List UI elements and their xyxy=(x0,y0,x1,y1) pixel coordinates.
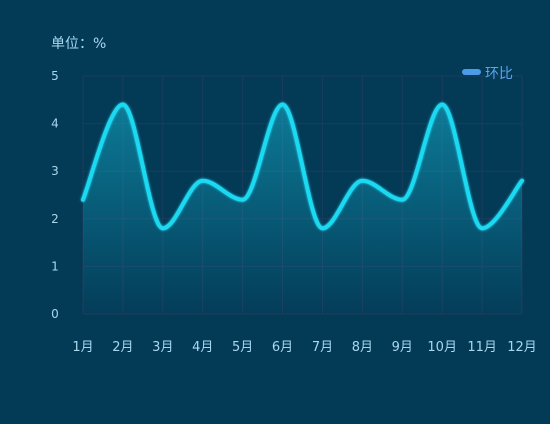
series-line xyxy=(78,100,527,233)
data-point-2[interactable] xyxy=(158,223,168,233)
y-axis-ticks: 0 1 2 3 4 5 xyxy=(51,69,59,321)
x-tick-label-11: 12月 xyxy=(507,340,537,355)
y-tick-label-0: 0 xyxy=(51,307,59,321)
data-point-3[interactable] xyxy=(198,176,208,186)
x-tick-label-10: 11月 xyxy=(467,340,497,355)
series-line-path xyxy=(81,102,524,231)
y-tick-label-1: 1 xyxy=(51,259,59,273)
x-tick-label-3: 4月 xyxy=(192,340,213,355)
data-point-11[interactable] xyxy=(517,176,527,186)
x-tick-label-6: 7月 xyxy=(312,340,333,355)
y-tick-label-5: 5 xyxy=(51,69,59,83)
area-fill xyxy=(83,104,522,314)
data-point-4[interactable] xyxy=(238,195,248,205)
x-tick-label-4: 5月 xyxy=(232,340,253,355)
data-point-9[interactable] xyxy=(437,100,447,110)
legend-swatch xyxy=(462,69,481,75)
data-point-0[interactable] xyxy=(78,195,88,205)
data-point-7[interactable] xyxy=(357,176,367,186)
data-point-8[interactable] xyxy=(397,195,407,205)
data-point-10[interactable] xyxy=(477,223,487,233)
data-point-5[interactable] xyxy=(278,100,288,110)
x-tick-label-2: 3月 xyxy=(152,340,173,355)
y-tick-label-3: 3 xyxy=(51,164,59,178)
x-axis-ticks: 1月 2月 3月 4月 5月 6月 7月 8月 9月 10月 11月 12月 xyxy=(72,340,536,355)
y-tick-label-4: 4 xyxy=(51,117,59,131)
legend[interactable]: 环比 xyxy=(462,66,513,82)
legend-label: 环比 xyxy=(485,66,513,82)
x-tick-label-5: 6月 xyxy=(272,340,293,355)
x-tick-label-9: 10月 xyxy=(427,340,457,355)
data-point-6[interactable] xyxy=(317,223,327,233)
unit-label: 单位：% xyxy=(51,36,106,52)
series-area xyxy=(83,104,522,314)
x-tick-label-1: 2月 xyxy=(112,340,133,355)
x-tick-label-8: 9月 xyxy=(392,340,413,355)
y-tick-label-2: 2 xyxy=(51,212,59,226)
data-point-1[interactable] xyxy=(118,100,128,110)
x-tick-label-0: 1月 xyxy=(72,340,93,355)
x-tick-label-7: 8月 xyxy=(352,340,373,355)
